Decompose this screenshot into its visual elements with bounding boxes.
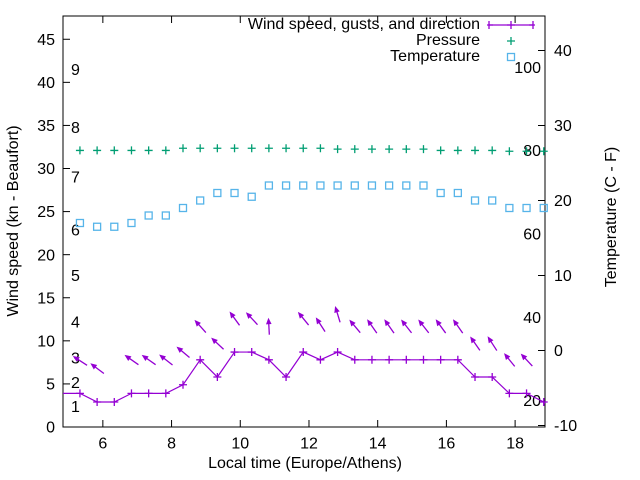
svg-text:30: 30 xyxy=(37,161,55,178)
x-axis-ticks: 6 8 10 12 14 16 18 xyxy=(98,16,524,453)
svg-text:12: 12 xyxy=(300,436,318,453)
svg-text:7: 7 xyxy=(71,170,80,187)
svg-text:6: 6 xyxy=(71,222,80,239)
svg-text:30: 30 xyxy=(554,118,572,135)
svg-text:10: 10 xyxy=(231,436,249,453)
svg-text:20: 20 xyxy=(37,247,55,264)
svg-text:0: 0 xyxy=(554,343,563,360)
svg-text:4: 4 xyxy=(71,314,80,331)
y2-axis-ticks: -10 0 10 20 30 40 xyxy=(538,43,577,435)
wind-direction-arrows xyxy=(72,305,533,375)
legend-label-wind: Wind speed, gusts, and direction xyxy=(247,16,480,33)
legend-item-pressure: Pressure xyxy=(248,32,535,49)
svg-text:2: 2 xyxy=(71,375,80,392)
y-axis-ticks: 0 5 10 15 20 25 30 35 40 45 xyxy=(37,32,70,437)
svg-text:5: 5 xyxy=(46,377,55,394)
svg-text:6: 6 xyxy=(98,436,107,453)
svg-text:15: 15 xyxy=(37,290,55,307)
legend-item-wind: Wind speed, gusts, and direction xyxy=(247,16,535,33)
y-axis-title: Wind speed (kn - Beaufort) xyxy=(5,125,22,317)
temperature-series xyxy=(75,181,548,231)
svg-text:14: 14 xyxy=(369,436,387,453)
svg-text:10: 10 xyxy=(554,268,572,285)
svg-text:1: 1 xyxy=(71,399,80,416)
svg-text:40: 40 xyxy=(523,310,541,327)
pressure-series xyxy=(75,144,548,156)
svg-text:18: 18 xyxy=(506,436,524,453)
svg-text:9: 9 xyxy=(71,62,80,79)
y2-axis-title: Temperature (C - F) xyxy=(603,146,620,288)
legend-sample-temperature-icon xyxy=(506,52,516,62)
svg-text:25: 25 xyxy=(37,204,55,221)
x-axis-title: Local time (Europe/Athens) xyxy=(208,455,402,472)
svg-text:5: 5 xyxy=(71,268,80,285)
svg-text:20: 20 xyxy=(523,393,541,410)
legend-sample-pressure-icon xyxy=(507,37,515,45)
beaufort-scale-labels: 123456789 xyxy=(71,62,80,416)
svg-text:60: 60 xyxy=(523,226,541,243)
svg-text:8: 8 xyxy=(71,120,80,137)
wind-series xyxy=(63,348,548,407)
svg-text:16: 16 xyxy=(438,436,456,453)
svg-text:45: 45 xyxy=(37,32,55,49)
legend-item-temperature: Temperature xyxy=(248,48,535,65)
svg-text:80: 80 xyxy=(523,143,541,160)
svg-text:0: 0 xyxy=(46,420,55,437)
legend-sample-wind-icon xyxy=(487,21,535,29)
svg-text:35: 35 xyxy=(37,118,55,135)
fahrenheit-scale-labels: 20 40 60 80 100 xyxy=(514,60,541,410)
svg-text:-10: -10 xyxy=(554,418,577,435)
legend-label-temperature: Temperature xyxy=(390,48,480,65)
svg-text:20: 20 xyxy=(554,193,572,210)
plot-border xyxy=(62,15,546,428)
legend: Wind speed, gusts, and direction Pressur… xyxy=(247,16,535,65)
svg-text:40: 40 xyxy=(554,43,572,60)
svg-text:100: 100 xyxy=(514,60,541,77)
svg-text:8: 8 xyxy=(167,436,176,453)
svg-text:10: 10 xyxy=(37,333,55,350)
svg-text:40: 40 xyxy=(37,75,55,92)
legend-label-pressure: Pressure xyxy=(415,32,480,49)
